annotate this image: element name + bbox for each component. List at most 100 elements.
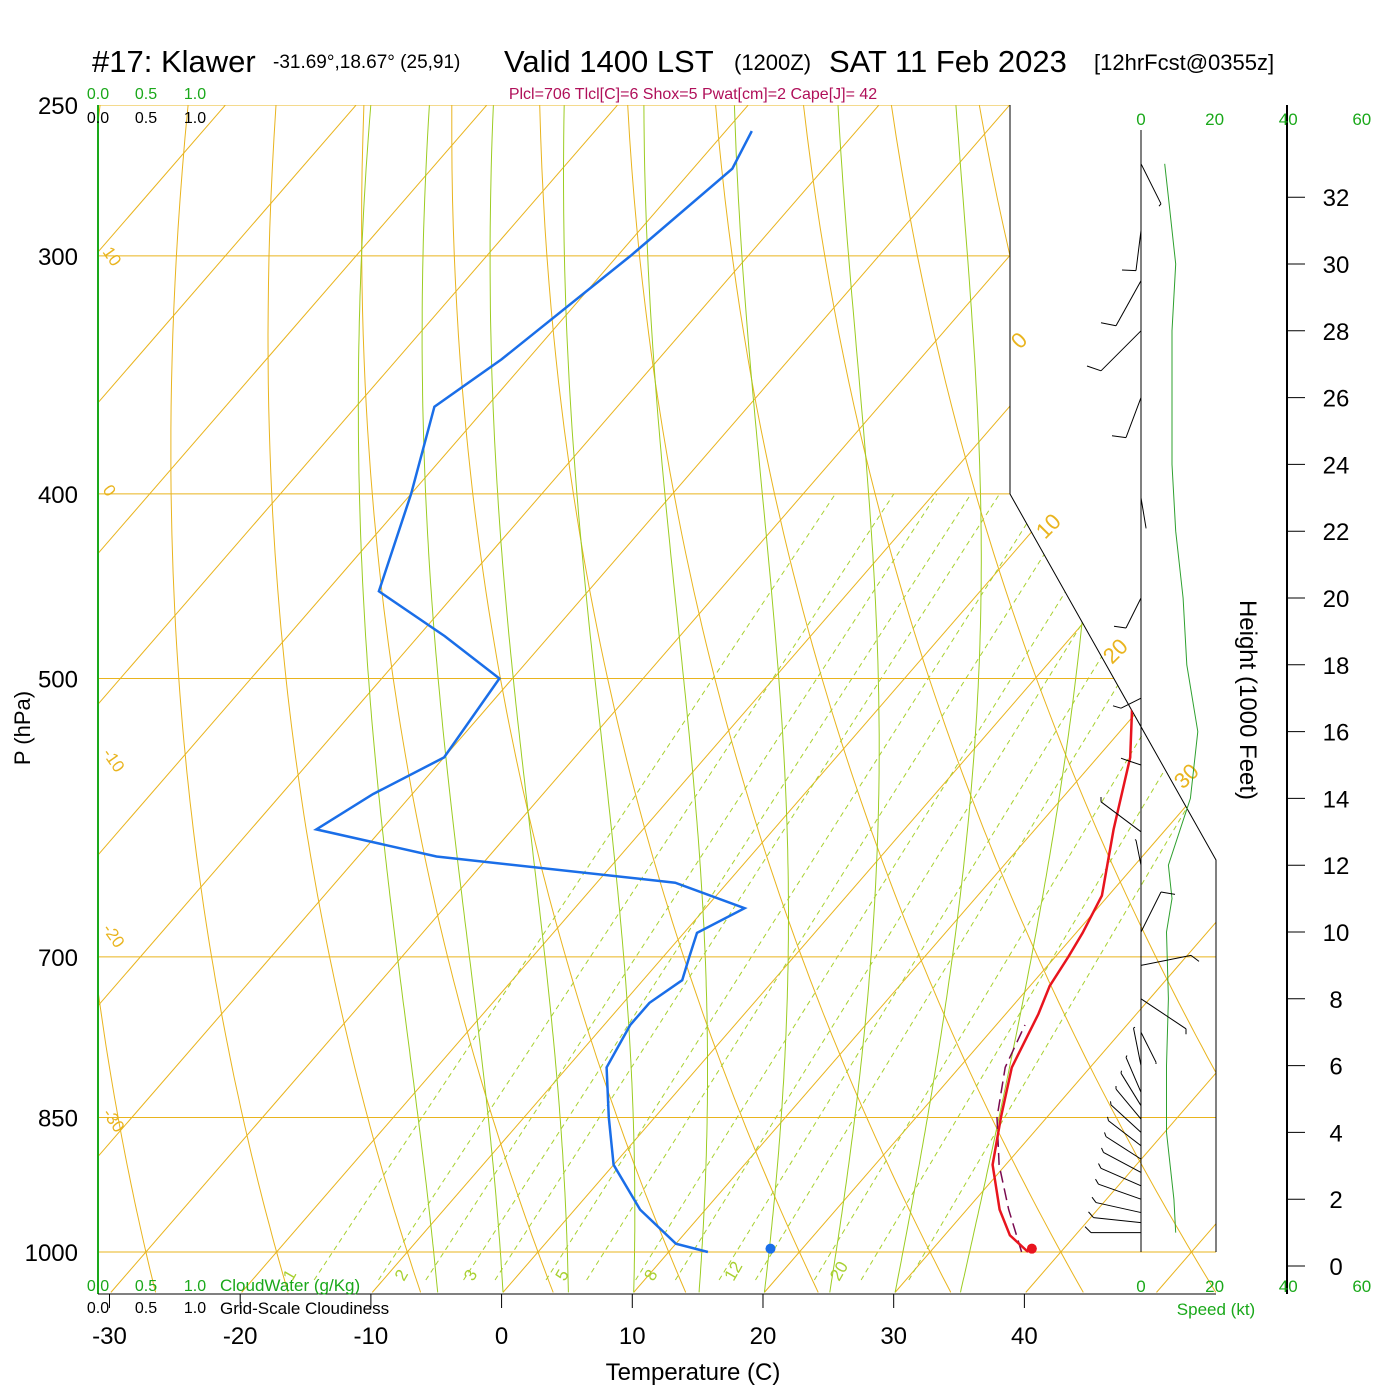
wind-barb <box>1115 280 1142 326</box>
wind-barb <box>1140 1031 1157 1063</box>
wind-barb <box>1095 1202 1142 1214</box>
dry-adiabat-line <box>361 105 554 1293</box>
temperature-tick-label: 0 <box>495 1323 508 1350</box>
wind-speed-profile <box>1164 163 1199 1233</box>
isotherm-line <box>110 105 1171 1293</box>
wind-barb-flag <box>1095 1178 1099 1185</box>
forecast-info: [12hrFcst@0355z] <box>1094 50 1274 75</box>
pressure-tick-label: 500 <box>38 667 78 694</box>
isotherm-line <box>371 105 1216 1293</box>
wind-barb-flag <box>1107 1116 1109 1121</box>
mixing-ratio-line <box>635 493 1127 1281</box>
dry-adiabat-line <box>799 105 1216 1293</box>
height-tick-label: 2 <box>1329 1187 1342 1214</box>
wind-barb <box>1100 801 1142 833</box>
x-axis-label: Temperature (C) <box>606 1359 781 1386</box>
moist-adiabat-line <box>489 105 569 1293</box>
y-axis-label: P (hPa) <box>10 691 35 765</box>
wind-barb-flag <box>1112 705 1122 709</box>
temperature-tick-label: -20 <box>223 1323 258 1350</box>
wind-barb <box>1120 1072 1142 1106</box>
cloudwater-label: CloudWater (g/Kg) <box>220 1276 360 1295</box>
dry-adiabat-line <box>98 105 157 1293</box>
wind-barb-flag <box>1110 1101 1112 1105</box>
cloud-scale-tick: 0.0 <box>87 1278 109 1295</box>
height-tick-label: 22 <box>1323 519 1350 546</box>
dry-adiabat-line <box>170 105 289 1293</box>
wind-barb <box>1125 1057 1142 1093</box>
isotherm-label: -30 <box>99 1105 129 1136</box>
height-tick-label: 4 <box>1329 1120 1342 1147</box>
dry-adiabat-line <box>886 105 1216 1293</box>
wind-barb <box>1135 230 1142 271</box>
isotherm-line <box>1156 105 1216 1293</box>
dry-adiabat-line <box>451 105 687 1293</box>
temperature-tick-label: 30 <box>880 1323 907 1350</box>
wind-barb-flag <box>1134 839 1137 841</box>
isotherm-label: 0 <box>99 481 120 500</box>
pressure-tick-label: 400 <box>38 482 78 509</box>
surface-dewpoint-dot <box>765 1243 776 1254</box>
wind-barb-flag <box>1160 891 1176 895</box>
height-tick-label: 14 <box>1323 786 1350 813</box>
wind-barb-flag <box>1088 1211 1094 1218</box>
cloudiness-label: Grid-Scale Cloudiness <box>220 1299 389 1318</box>
temperature-profile <box>991 137 1143 1253</box>
wind-barb <box>1140 497 1147 528</box>
wind-barb-flag <box>1125 1055 1128 1058</box>
wind-barb-flag <box>1113 625 1127 629</box>
temperature-tick-label: 40 <box>1011 1323 1038 1350</box>
height-tick-label: 6 <box>1329 1054 1342 1081</box>
valid-time: Valid 1400 LST <box>504 44 714 79</box>
height-tick-label: 8 <box>1329 987 1342 1014</box>
mixing-ratio-line <box>718 493 1203 1281</box>
mixing-ratio-line <box>313 493 836 1281</box>
dewpoint-profile <box>313 130 753 1254</box>
mixing-ratio-line <box>545 493 1047 1281</box>
pressure-tick-label: 300 <box>38 244 78 271</box>
cloud-scale-tick: 0.5 <box>135 110 157 127</box>
wind-barb <box>1125 759 1142 766</box>
sounding-indices: Plcl=706 Tlcl[C]=6 Shox=5 Pwat[cm]=2 Cap… <box>509 86 877 103</box>
cloud-scale-tick: 1.0 <box>184 110 206 127</box>
isotherm-line <box>98 105 1040 1293</box>
mixing-ratio-label: 2 <box>391 1266 412 1284</box>
height-tick-label: 28 <box>1323 319 1350 346</box>
dry-adiabat-line <box>625 105 952 1293</box>
cloud-scale-tick: 1.0 <box>184 1300 206 1317</box>
mixing-ratio-line <box>378 493 895 1281</box>
height-tick-label: 26 <box>1323 386 1350 413</box>
station-title: #17: Klawer <box>92 44 256 79</box>
speed-tick-label-top: 60 <box>1352 110 1371 129</box>
wind-barb <box>1105 1136 1142 1160</box>
moist-adiabat-line <box>733 105 789 1293</box>
isotherm-line <box>894 105 1216 1293</box>
dry-adiabat-label: 10 <box>1031 509 1066 544</box>
cloud-scale-tick: 1.0 <box>184 1278 206 1295</box>
wind-barb <box>1098 1183 1142 1200</box>
moist-adiabat-line <box>960 105 1097 1293</box>
moist-adiabat-line <box>563 105 636 1293</box>
wind-barb-flag <box>1120 757 1127 761</box>
height-axis-label: Height (1000 Feet) <box>1234 600 1261 800</box>
height-tick-label: 32 <box>1323 185 1350 212</box>
cloud-scale-tick: 0.5 <box>135 1300 157 1317</box>
wind-barb-flag <box>1101 1147 1104 1153</box>
mixing-ratio-line <box>463 493 972 1281</box>
dry-adiabat-line <box>712 105 1084 1293</box>
wind-barb <box>1100 1167 1142 1187</box>
isotherm-line <box>764 105 1216 1293</box>
height-tick-label: 20 <box>1323 586 1350 613</box>
wind-barb <box>1135 840 1142 866</box>
cloud-scale-tick: 0.0 <box>87 1300 109 1317</box>
parcel-trace <box>996 1024 1026 1253</box>
surface-temperature-dot <box>1026 1243 1037 1254</box>
wind-barb <box>1140 954 1192 966</box>
mixing-ratio-label: 20 <box>826 1258 852 1284</box>
dry-adiabat-line <box>267 105 422 1293</box>
moist-adiabat-line <box>894 105 982 1293</box>
wind-barb-flag <box>1100 322 1117 327</box>
speed-tick-label-bottom: 40 <box>1279 1277 1298 1296</box>
moist-adiabat-line <box>829 105 880 1293</box>
